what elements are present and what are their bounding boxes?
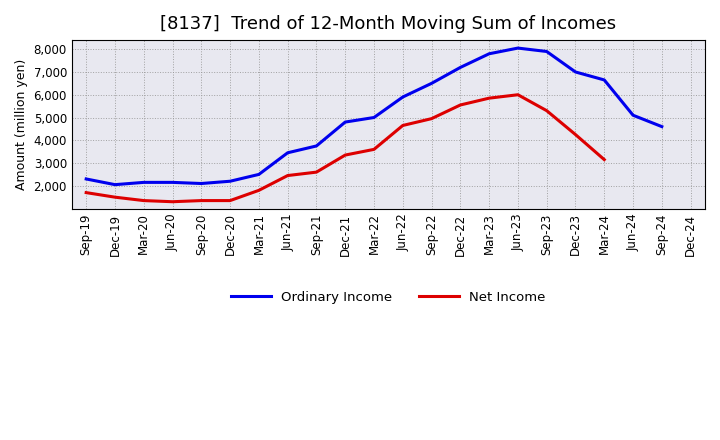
Legend: Ordinary Income, Net Income: Ordinary Income, Net Income bbox=[226, 286, 551, 309]
Ordinary Income bbox=[140, 180, 148, 185]
Ordinary Income bbox=[629, 113, 637, 118]
Ordinary Income bbox=[226, 179, 235, 184]
Net Income bbox=[542, 108, 551, 114]
Net Income bbox=[398, 123, 407, 128]
Net Income bbox=[341, 152, 349, 158]
Net Income bbox=[140, 198, 148, 203]
Ordinary Income bbox=[111, 182, 120, 187]
Y-axis label: Amount (million yen): Amount (million yen) bbox=[15, 59, 28, 190]
Net Income bbox=[255, 188, 264, 193]
Net Income bbox=[600, 157, 608, 162]
Ordinary Income bbox=[284, 150, 292, 155]
Title: [8137]  Trend of 12-Month Moving Sum of Incomes: [8137] Trend of 12-Month Moving Sum of I… bbox=[161, 15, 616, 33]
Net Income bbox=[427, 116, 436, 121]
Net Income bbox=[369, 147, 378, 152]
Ordinary Income bbox=[657, 124, 666, 129]
Net Income bbox=[197, 198, 206, 203]
Ordinary Income bbox=[255, 172, 264, 177]
Net Income bbox=[226, 198, 235, 203]
Ordinary Income bbox=[427, 81, 436, 86]
Net Income bbox=[312, 169, 321, 175]
Net Income bbox=[111, 194, 120, 200]
Ordinary Income bbox=[341, 119, 349, 125]
Ordinary Income bbox=[571, 70, 580, 75]
Net Income bbox=[571, 132, 580, 137]
Ordinary Income bbox=[485, 51, 493, 56]
Ordinary Income bbox=[168, 180, 177, 185]
Line: Ordinary Income: Ordinary Income bbox=[86, 48, 662, 185]
Ordinary Income bbox=[398, 94, 407, 99]
Net Income bbox=[485, 95, 493, 101]
Ordinary Income bbox=[369, 115, 378, 120]
Net Income bbox=[168, 199, 177, 204]
Ordinary Income bbox=[197, 181, 206, 186]
Ordinary Income bbox=[600, 77, 608, 83]
Line: Net Income: Net Income bbox=[86, 95, 604, 202]
Net Income bbox=[513, 92, 522, 97]
Ordinary Income bbox=[82, 176, 91, 182]
Ordinary Income bbox=[542, 49, 551, 54]
Ordinary Income bbox=[312, 143, 321, 149]
Ordinary Income bbox=[513, 45, 522, 51]
Ordinary Income bbox=[456, 65, 464, 70]
Net Income bbox=[284, 173, 292, 178]
Net Income bbox=[456, 103, 464, 108]
Net Income bbox=[82, 190, 91, 195]
